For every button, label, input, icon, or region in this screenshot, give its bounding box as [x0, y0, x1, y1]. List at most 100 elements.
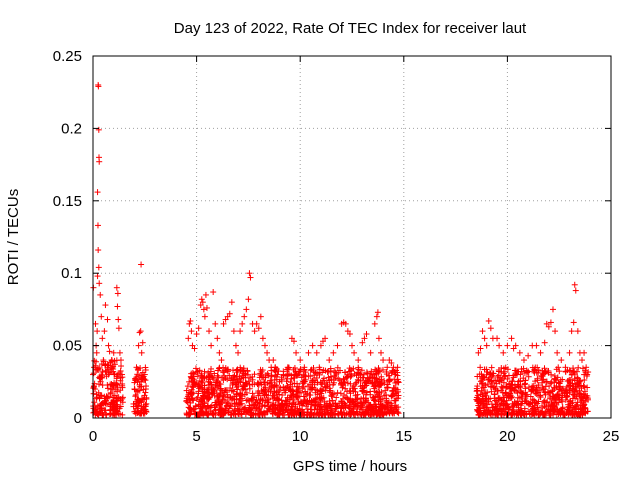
data-point	[208, 342, 215, 349]
data-point	[568, 328, 575, 335]
data-point	[347, 387, 354, 394]
data-point	[202, 392, 209, 399]
data-point	[294, 394, 301, 401]
data-point	[95, 264, 102, 271]
data-point	[303, 412, 310, 419]
data-point	[195, 412, 202, 419]
data-point	[94, 222, 101, 229]
data-point	[322, 384, 329, 391]
data-point	[136, 399, 143, 406]
data-point	[242, 386, 249, 393]
data-point	[105, 342, 112, 349]
data-point	[367, 402, 374, 409]
data-point	[339, 384, 346, 391]
data-point	[375, 365, 382, 372]
data-point	[186, 404, 193, 411]
data-point	[207, 404, 214, 411]
data-point	[109, 411, 116, 418]
data-point	[368, 368, 375, 375]
data-point	[384, 384, 391, 391]
data-point	[216, 394, 223, 401]
data-point	[342, 402, 349, 409]
data-point	[96, 375, 103, 382]
data-point	[114, 303, 121, 310]
plot-frame	[92, 55, 612, 419]
data-point	[291, 411, 298, 418]
data-point	[112, 407, 119, 414]
data-point	[301, 396, 308, 403]
data-point	[132, 391, 139, 398]
data-point	[195, 325, 202, 332]
data-point	[483, 342, 490, 349]
data-point	[363, 369, 370, 376]
data-point	[190, 406, 197, 413]
data-point	[98, 371, 105, 378]
data-point	[93, 358, 100, 365]
data-point	[134, 388, 141, 395]
x-tick-label: 20	[499, 428, 516, 445]
data-point	[366, 374, 373, 381]
data-point	[371, 388, 378, 395]
data-point	[93, 349, 100, 356]
data-point	[277, 402, 284, 409]
grid	[93, 56, 611, 418]
data-point	[362, 398, 369, 405]
data-point	[109, 405, 116, 412]
data-point	[94, 273, 101, 280]
data-point	[242, 404, 249, 411]
data-point	[134, 371, 141, 378]
data-point	[332, 369, 339, 376]
data-point	[350, 398, 357, 405]
data-point	[293, 349, 300, 356]
data-point	[271, 382, 278, 389]
data-point	[102, 368, 109, 375]
data-point	[212, 320, 219, 327]
data-point	[184, 399, 191, 406]
data-point	[219, 388, 226, 395]
data-point	[226, 405, 233, 412]
data-point	[241, 313, 248, 320]
data-point	[326, 403, 333, 410]
data-point	[282, 397, 289, 404]
data-point	[233, 384, 240, 391]
data-point	[189, 395, 196, 402]
data-point	[188, 328, 195, 335]
data-point	[262, 371, 269, 378]
x-axis-label: GPS time / hours	[293, 458, 407, 475]
data-point	[282, 389, 289, 396]
data-point	[317, 403, 324, 410]
data-point	[581, 383, 588, 390]
data-point	[263, 407, 270, 414]
data-point	[269, 410, 276, 417]
data-point	[222, 398, 229, 405]
data-point	[554, 349, 561, 356]
x-tick-label: 25	[603, 428, 620, 445]
data-point	[496, 342, 503, 349]
data-point	[552, 328, 559, 335]
data-point	[353, 372, 360, 379]
data-point	[258, 403, 265, 410]
data-point	[201, 313, 208, 320]
y-tick-label: 0.25	[53, 48, 82, 65]
data-point	[344, 395, 351, 402]
data-point	[93, 394, 100, 401]
data-point	[479, 328, 486, 335]
data-point	[231, 401, 238, 408]
data-point	[351, 349, 358, 356]
data-point	[317, 395, 324, 402]
data-point	[110, 398, 117, 405]
data-point	[295, 393, 302, 400]
data-point	[205, 369, 212, 376]
data-point	[363, 389, 370, 396]
data-point	[243, 306, 250, 313]
data-point	[298, 374, 305, 381]
data-point	[487, 325, 494, 332]
data-point	[334, 364, 341, 371]
data-point	[115, 316, 122, 323]
data-point	[290, 401, 297, 408]
data-point	[209, 391, 216, 398]
data-point	[243, 380, 250, 387]
data-point	[214, 367, 221, 374]
data-point	[96, 364, 103, 371]
